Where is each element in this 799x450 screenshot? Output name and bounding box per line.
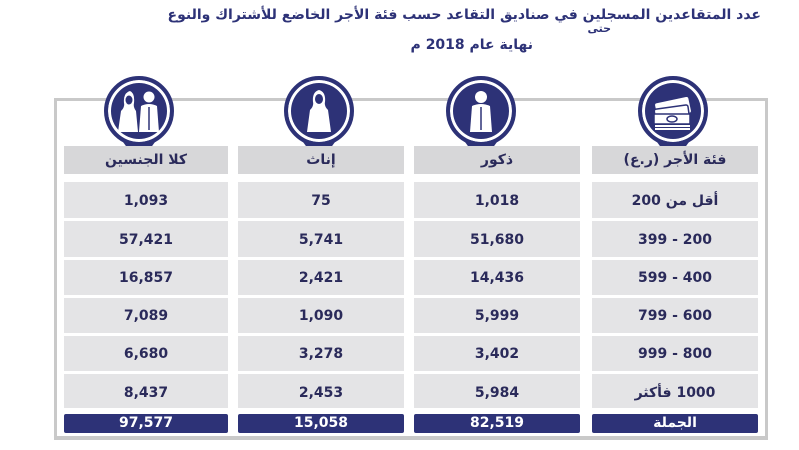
- table-frame-bottom: [54, 436, 768, 440]
- row-separator: [64, 295, 228, 298]
- cell-both-row-6: 8,437: [123, 385, 169, 401]
- row-separator: [592, 371, 758, 374]
- row-separator: [238, 371, 404, 374]
- cell-females-row-1: 75: [311, 193, 331, 209]
- total-males: 82,519: [414, 414, 580, 433]
- cell-females-row-3: 2,421: [298, 270, 344, 286]
- cell-males-row-1: 1,018: [474, 193, 520, 209]
- money-stack-icon: [638, 76, 708, 146]
- row-separator: [64, 218, 228, 221]
- row-separator: [414, 257, 580, 260]
- header-both-genders: كلا الجنسين: [64, 146, 228, 174]
- cell-females-row-6: 2,453: [298, 385, 344, 401]
- cell-wage-row-5: 800 - 999: [637, 346, 713, 362]
- title-until: حتى: [587, 22, 611, 35]
- cell-both-row-4: 7,089: [123, 308, 169, 324]
- row-separator: [414, 295, 580, 298]
- row-separator: [414, 333, 580, 336]
- row-separator: [592, 333, 758, 336]
- cell-both-row-2: 57,421: [118, 232, 174, 248]
- cell-females-row-4: 1,090: [298, 308, 344, 324]
- header-wage-category: فئة الأجر (ر.ع): [592, 146, 758, 174]
- header-females: إناث: [238, 146, 404, 174]
- woman-icon: [284, 76, 354, 146]
- cell-females-row-2: 5,741: [298, 232, 344, 248]
- row-separator: [64, 257, 228, 260]
- couple-icon: [104, 76, 174, 146]
- cell-males-row-6: 5,984: [474, 385, 520, 401]
- cell-males-row-2: 51,680: [469, 232, 525, 248]
- cell-wage-row-1: أقل من 200: [631, 193, 719, 209]
- header-males: ذكور: [414, 146, 580, 174]
- body-both-genders: 1,093 57,421 16,857 7,089 6,680 8,437: [64, 182, 228, 408]
- row-separator: [238, 257, 404, 260]
- row-separator: [592, 257, 758, 260]
- row-separator: [238, 295, 404, 298]
- row-separator: [592, 295, 758, 298]
- title-period: نهاية عام 2018 م: [410, 37, 533, 53]
- cell-males-row-3: 14,436: [469, 270, 525, 286]
- cell-wage-row-3: 400 - 599: [637, 270, 713, 286]
- total-wage-category: الجملة: [592, 414, 758, 433]
- cell-males-row-4: 5,999: [474, 308, 520, 324]
- total-both-genders: 97,577: [64, 414, 228, 433]
- row-separator: [64, 371, 228, 374]
- table-frame: [54, 98, 768, 440]
- row-separator: [414, 218, 580, 221]
- body-males: 1,018 51,680 14,436 5,999 3,402 5,984: [414, 182, 580, 408]
- cell-wage-row-2: 200 - 399: [637, 232, 713, 248]
- cell-wage-row-4: 600 - 799: [637, 308, 713, 324]
- cell-wage-row-6: 1000 فأكثر: [634, 385, 716, 401]
- row-separator: [414, 371, 580, 374]
- body-wage-category: أقل من 200 200 - 399 400 - 599 600 - 799…: [592, 182, 758, 408]
- cell-males-row-5: 3,402: [474, 346, 520, 362]
- cell-both-row-3: 16,857: [118, 270, 174, 286]
- total-females: 15,058: [238, 414, 404, 433]
- cell-females-row-5: 3,278: [298, 346, 344, 362]
- title-main: عدد المتقاعدين المسجلين في صناديق التقاع…: [167, 7, 761, 23]
- cell-both-row-5: 6,680: [123, 346, 169, 362]
- row-separator: [592, 218, 758, 221]
- row-separator: [64, 333, 228, 336]
- body-females: 75 5,741 2,421 1,090 3,278 2,453: [238, 182, 404, 408]
- row-separator: [238, 218, 404, 221]
- cell-both-row-1: 1,093: [123, 193, 169, 209]
- title-block: عدد المتقاعدين المسجلين في صناديق التقاع…: [161, 6, 761, 56]
- row-separator: [238, 333, 404, 336]
- man-icon: [446, 76, 516, 146]
